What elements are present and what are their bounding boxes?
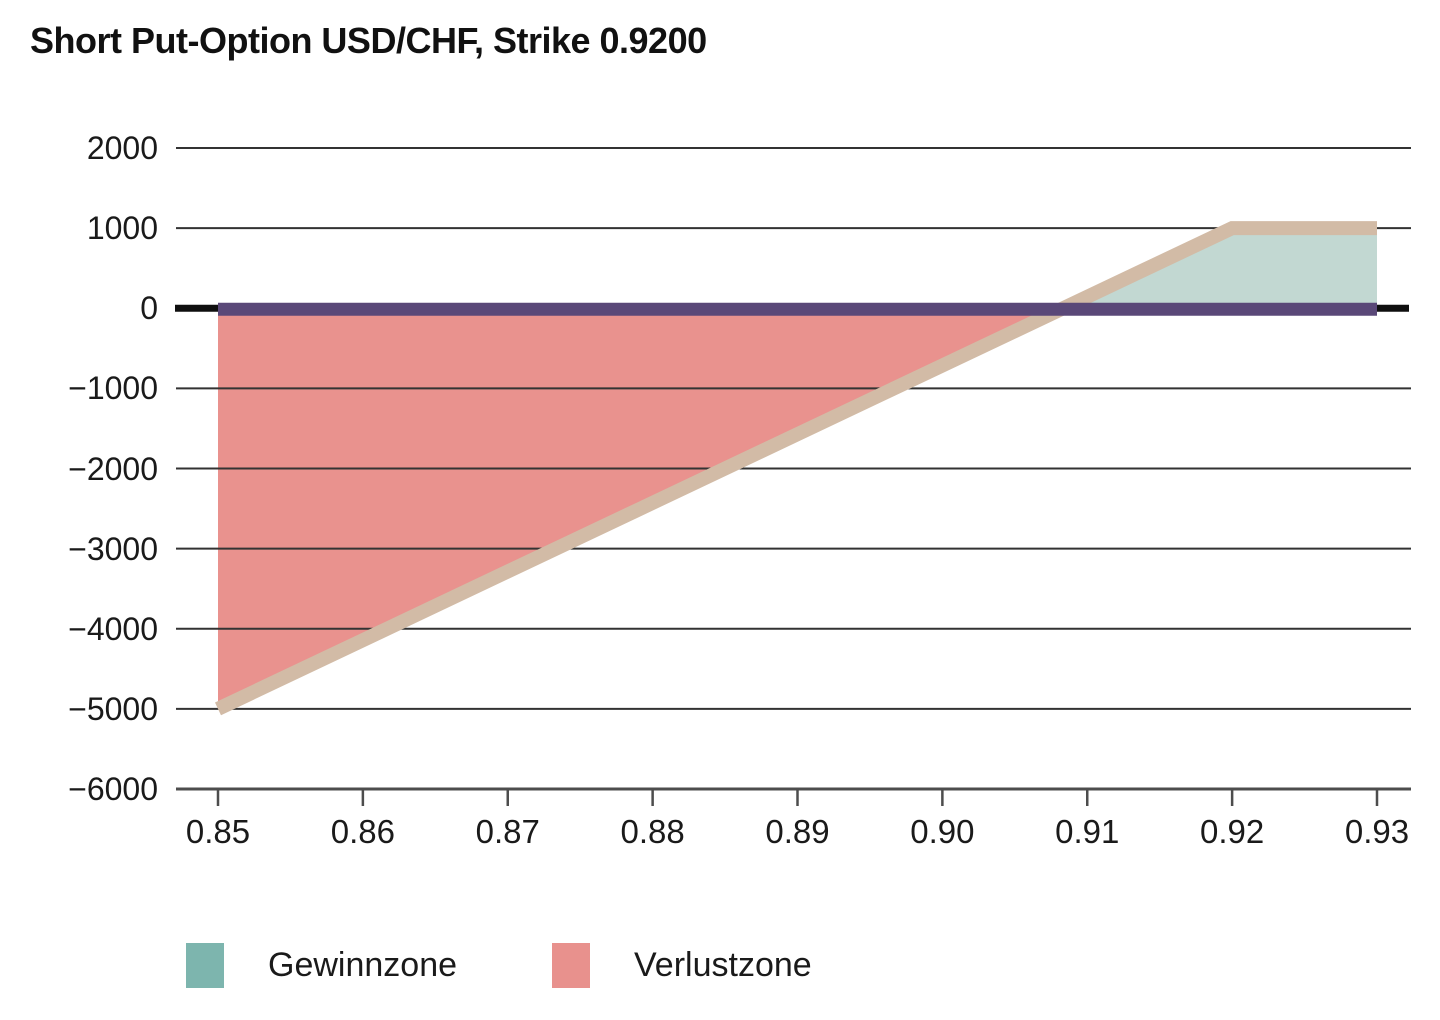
legend: Gewinnzone Verlustzone [0,943,1440,1003]
legend-label: Gewinnzone [268,946,458,984]
x-tick-label: 0.93 [1344,813,1410,850]
y-tick-label: 2000 [86,130,158,166]
profit-area [1063,228,1377,309]
y-tick-label: 1000 [86,210,158,247]
legend-item-gewinnzone: Gewinnzone [186,943,457,988]
y-tick-label: −4000 [68,610,158,647]
x-tick-label: 0.88 [620,813,685,850]
legend-item-verlustzone: Verlustzone [552,943,812,988]
y-tick-label: −1000 [68,370,158,407]
y-tick-label: −3000 [68,530,158,567]
y-tick-label: 0 [140,290,158,327]
x-tick-label: 0.90 [910,813,975,850]
payoff-line [215,221,1377,716]
y-tick-label: −6000 [68,771,158,807]
legend-swatch-verlustzone [552,943,590,988]
y-tick-label: −2000 [68,450,158,487]
legend-swatch-gewinnzone [186,943,224,988]
x-tick-label: 0.91 [1055,813,1120,850]
x-tick-label: 0.86 [330,813,395,850]
chart-title: Short Put-Option USD/CHF, Strike 0.9200 [30,20,707,61]
x-tick-label: 0.89 [765,813,830,850]
y-tick-label: −5000 [68,690,158,727]
x-tick-label: 0.85 [185,813,251,850]
x-tick-label: 0.87 [475,813,540,850]
x-tick-label: 0.92 [1200,813,1265,850]
legend-label: Verlustzone [634,946,812,984]
